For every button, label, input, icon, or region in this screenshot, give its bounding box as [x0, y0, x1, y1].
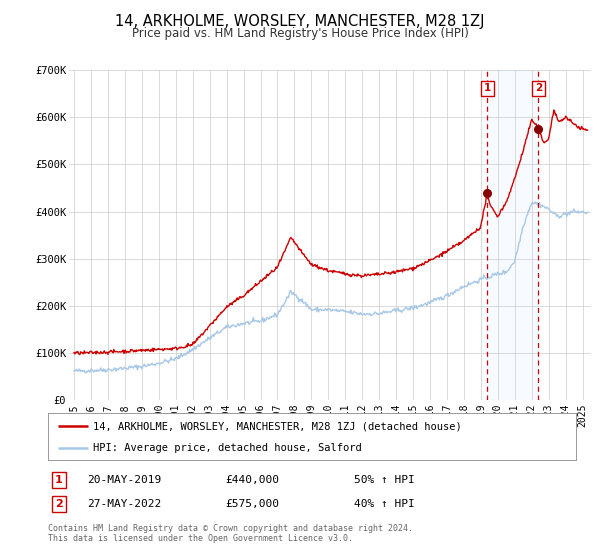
Text: 14, ARKHOLME, WORSLEY, MANCHESTER, M28 1ZJ: 14, ARKHOLME, WORSLEY, MANCHESTER, M28 1… — [115, 14, 485, 29]
Text: 14, ARKHOLME, WORSLEY, MANCHESTER, M28 1ZJ (detached house): 14, ARKHOLME, WORSLEY, MANCHESTER, M28 1… — [93, 421, 461, 431]
Text: £440,000: £440,000 — [225, 475, 279, 485]
Text: Price paid vs. HM Land Registry's House Price Index (HPI): Price paid vs. HM Land Registry's House … — [131, 27, 469, 40]
Text: Contains HM Land Registry data © Crown copyright and database right 2024.: Contains HM Land Registry data © Crown c… — [48, 524, 413, 533]
Text: 27-MAY-2022: 27-MAY-2022 — [87, 499, 161, 509]
Bar — [487, 70, 538, 400]
Text: 1: 1 — [484, 83, 491, 93]
Text: HPI: Average price, detached house, Salford: HPI: Average price, detached house, Salf… — [93, 444, 362, 454]
Text: 40% ↑ HPI: 40% ↑ HPI — [354, 499, 415, 509]
Text: £575,000: £575,000 — [225, 499, 279, 509]
Text: 1: 1 — [55, 475, 62, 485]
Text: This data is licensed under the Open Government Licence v3.0.: This data is licensed under the Open Gov… — [48, 534, 353, 543]
Text: 20-MAY-2019: 20-MAY-2019 — [87, 475, 161, 485]
Text: 2: 2 — [535, 83, 542, 93]
Text: 2: 2 — [55, 499, 62, 509]
Text: 50% ↑ HPI: 50% ↑ HPI — [354, 475, 415, 485]
